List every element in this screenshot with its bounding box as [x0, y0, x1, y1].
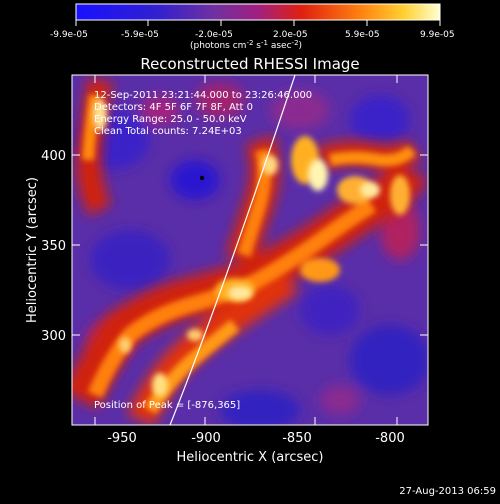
- x-axis: [94, 75, 398, 425]
- y-axis: [72, 154, 428, 336]
- x-axis-label: Heliocentric X (arcsec): [177, 450, 324, 465]
- x-tick-label: -950: [107, 431, 137, 446]
- info-line-detectors: Detectors: 4F 5F 6F 7F 8F, Att 0: [94, 102, 253, 113]
- plot-title: Reconstructed RHESSI Image: [140, 55, 359, 73]
- y-tick-label: 400: [41, 149, 66, 164]
- colorbar-tick-label: -9.9e-05: [50, 30, 88, 40]
- x-tick-label: -900: [191, 431, 221, 446]
- info-line-time: 12-Sep-2011 23:21:44.000 to 23:26:46.000: [94, 90, 312, 101]
- footer-timestamp: 27-Aug-2013 06:59: [399, 486, 496, 497]
- colorbar-ticks: [75, 20, 441, 26]
- colorbar-tick-label: 5.9e-05: [345, 30, 380, 40]
- colorbar-tick-label: 2.0e-05: [273, 30, 308, 40]
- y-axis-label: Heliocentric Y (arcsec): [25, 177, 40, 323]
- y-tick-label: 300: [41, 329, 66, 344]
- x-tick-label: -850: [282, 431, 312, 446]
- peak-marker: [199, 175, 205, 181]
- info-line-counts: Clean Total counts: 7.24E+03: [94, 126, 242, 137]
- colorbar-tick-label: 9.9e-05: [420, 30, 455, 40]
- colorbar-tick-label: -5.9e-05: [121, 30, 159, 40]
- plot-frame: [71, 74, 429, 426]
- colorbar-tick-label: -2.0e-05: [195, 30, 233, 40]
- solar-limb-line: [169, 75, 296, 425]
- x-tick-label: -800: [375, 431, 405, 446]
- rhessi-image: [72, 75, 428, 425]
- colorbar-gradient: [75, 3, 441, 21]
- info-line-energy: Energy Range: 25.0 - 50.0 keV: [94, 114, 247, 125]
- colorbar-unit-label: (photons cm-2 s-1 asec-2): [190, 39, 302, 51]
- info-block: 12-Sep-2011 23:21:44.000 to 23:26:46.000…: [94, 90, 312, 137]
- peak-position-label: Position of Peak = [-876,365]: [94, 400, 240, 411]
- y-tick-label: 350: [41, 239, 66, 254]
- colorbar: -9.9e-05 -5.9e-05 -2.0e-05 2.0e-05 5.9e-…: [50, 3, 455, 51]
